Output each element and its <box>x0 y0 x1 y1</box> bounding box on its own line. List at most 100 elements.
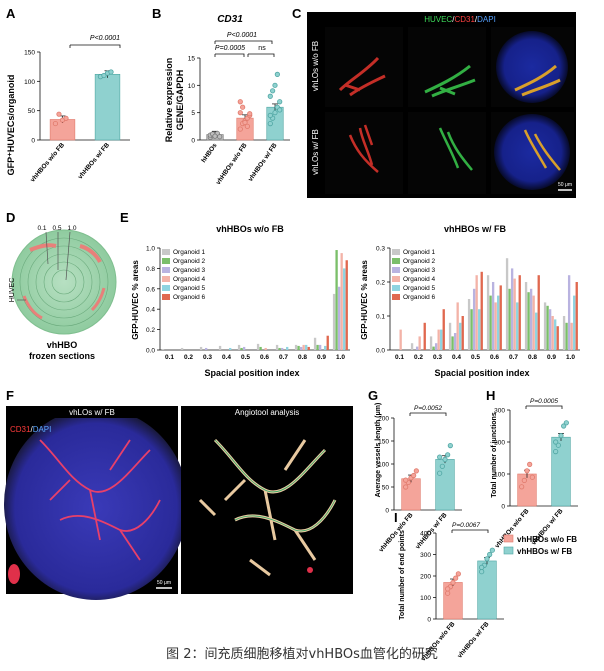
d-ring-1 <box>19 237 109 327</box>
data-point <box>403 484 409 490</box>
bar <box>456 302 459 350</box>
i-ylabel: Total number of end points <box>399 530 406 620</box>
bar <box>204 347 208 350</box>
panel-b: CD31 Relative expression GENE/GAPDH 0 5 10… <box>164 14 290 186</box>
data-point <box>455 571 461 577</box>
data-point <box>52 120 59 127</box>
f-angiotool-lines <box>214 439 336 532</box>
c-tile-r2-green <box>408 112 486 194</box>
bar <box>335 250 338 350</box>
c-row2-label: vhLOs w/ FB <box>311 129 320 175</box>
data-point <box>437 454 443 460</box>
y-tick-label: 200 <box>378 416 389 423</box>
x-tick-label: 0.2 <box>184 354 193 361</box>
bar <box>529 288 533 350</box>
legend-label: Organoid 1 <box>173 249 206 256</box>
bar <box>259 346 262 350</box>
legend-swatch <box>392 294 400 300</box>
bar <box>324 345 327 350</box>
b-bracket-2 <box>214 53 245 57</box>
y-tick-label: 300 <box>420 552 431 559</box>
data-point <box>403 477 409 483</box>
data-point <box>272 82 278 88</box>
d-pos-05: 0.5 <box>52 225 61 232</box>
bar <box>527 292 530 350</box>
panel-g: Average vessels length (μm) 0 50 100 150 200… <box>375 403 462 554</box>
data-point <box>529 474 535 480</box>
data-point <box>411 472 417 479</box>
d-pos-10: 1.0 <box>67 225 76 232</box>
data-point <box>244 123 250 129</box>
bar <box>343 268 346 350</box>
bar <box>305 344 308 350</box>
y-tick-label: 0.2 <box>376 280 385 287</box>
bar <box>256 343 260 350</box>
legend-swatch <box>162 249 170 255</box>
data-point <box>521 477 527 483</box>
bar <box>410 343 414 350</box>
d-label-1: vhHBO <box>47 340 78 350</box>
g-ylabel: Average vessels length (μm) <box>375 403 382 498</box>
b-ylabel-2: GENE/GAPDH <box>175 70 185 131</box>
c-tile-r1-red <box>325 27 403 107</box>
y-tick-label: 15 <box>188 56 196 63</box>
c-green-vessel-1 <box>424 64 476 98</box>
data-point <box>237 110 243 116</box>
category-label: vhHBOs w/o FB <box>215 142 249 186</box>
legend-swatch <box>162 285 170 291</box>
bar <box>218 345 222 350</box>
bar <box>554 319 557 350</box>
x-tick-label: 0.6 <box>490 354 499 361</box>
b-bracket-1 <box>214 40 273 44</box>
g-bracket <box>409 412 447 416</box>
panel-letter-e: E <box>120 210 129 225</box>
bar <box>432 346 435 350</box>
chart-e-left: 0.0 0.2 0.4 0.6 0.8 1.0 0.1 0.2 0.3 0.4 0.5 0.6 0.7 0… <box>146 246 350 361</box>
bar <box>451 336 454 350</box>
legend-label: Organoid 6 <box>403 294 436 301</box>
data-point <box>247 111 253 117</box>
c-tile-r1-green <box>408 27 486 107</box>
i-pvalue: P=0.0067 <box>452 522 480 529</box>
y-tick-label: 100 <box>24 79 35 86</box>
bar <box>418 336 421 350</box>
legend-label: Organoid 4 <box>403 276 436 283</box>
bar <box>440 329 443 350</box>
bar <box>278 347 281 350</box>
bar <box>280 347 284 350</box>
y-tick-label: 50 <box>382 485 390 492</box>
data-point <box>453 575 459 581</box>
legend-swatch <box>162 294 170 300</box>
data-point <box>447 442 453 449</box>
bar <box>478 309 481 350</box>
d-pointer-01 <box>45 231 49 265</box>
y-tick-label: 50 <box>28 108 36 115</box>
b-bracket-3 <box>247 53 275 57</box>
x-tick-label: 0.5 <box>241 354 250 361</box>
e-title-right: vhHBOs w/ FB <box>444 224 507 234</box>
legend-swatch <box>162 276 170 282</box>
y-tick-label: 0.2 <box>146 327 155 334</box>
d-section-disc <box>11 229 117 335</box>
bar <box>286 346 289 350</box>
bar <box>297 345 300 350</box>
data-point <box>450 579 456 586</box>
bar <box>567 275 571 350</box>
i-bracket <box>451 529 489 533</box>
bar <box>499 285 502 350</box>
bar <box>345 260 348 350</box>
data-point <box>270 88 276 94</box>
x-tick-label: 0.4 <box>222 354 231 361</box>
d-huvec-streak-4 <box>90 287 106 312</box>
data-point <box>484 556 490 562</box>
e-xlabel-right: Spacial position index <box>434 368 529 378</box>
y-tick-label: 0.6 <box>146 286 155 293</box>
bar <box>340 253 343 350</box>
y-tick-label: 0.8 <box>146 266 155 273</box>
y-tick-label: 5 <box>191 110 195 117</box>
y-tick-label: 0 <box>31 138 35 145</box>
data-point <box>212 133 218 139</box>
c-tile-r2-red <box>325 112 403 194</box>
panel-d: 0.1 0.5 1.0 HUVEC vhHBO frozen sections <box>9 225 117 361</box>
